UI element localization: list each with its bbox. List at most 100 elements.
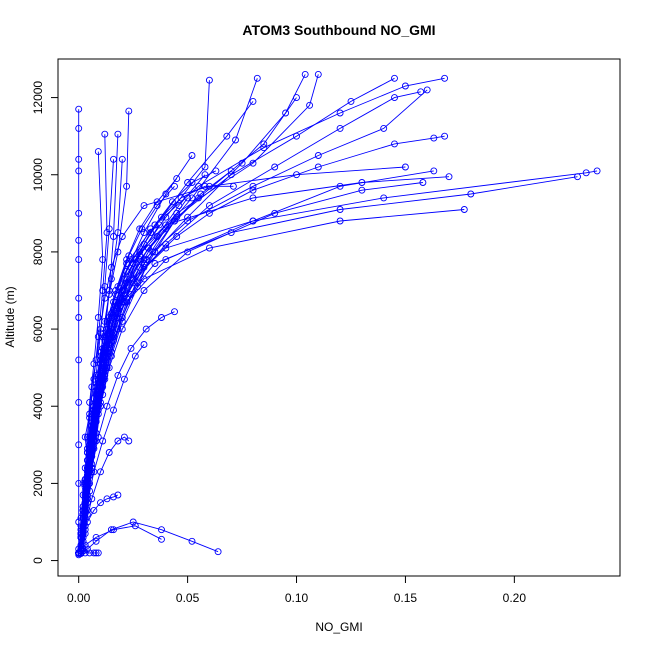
series-line — [80, 170, 434, 553]
data-point — [347, 97, 355, 105]
x-tick-label: 0.20 — [503, 591, 527, 605]
series-line — [80, 170, 217, 550]
data-point — [249, 194, 257, 202]
data-point — [92, 533, 100, 541]
data-point — [110, 233, 117, 240]
data-point — [430, 134, 438, 142]
data-point — [127, 344, 135, 352]
series-34 — [75, 182, 178, 557]
data-point — [75, 124, 83, 132]
data-point — [197, 190, 205, 198]
data-point — [229, 182, 237, 190]
data-point — [188, 194, 196, 202]
data-point — [90, 360, 98, 368]
data-point — [79, 526, 87, 534]
data-point — [81, 549, 89, 557]
data-point — [75, 314, 83, 321]
y-tick-label: 6000 — [31, 315, 45, 342]
data-point — [114, 491, 122, 499]
data-point — [112, 310, 120, 318]
data-point — [86, 437, 94, 445]
data-point — [94, 375, 102, 383]
data-point — [75, 356, 83, 364]
data-point — [162, 256, 170, 264]
data-point — [103, 495, 111, 503]
data-point — [79, 533, 87, 541]
data-point — [103, 402, 111, 410]
series-line — [78, 178, 178, 553]
data-point — [107, 333, 115, 341]
y-tick-label: 4000 — [31, 393, 45, 420]
data-point — [99, 287, 107, 294]
data-point — [103, 317, 111, 325]
data-point — [391, 140, 398, 148]
data-point — [460, 206, 468, 213]
series-line — [78, 170, 598, 555]
data-point — [101, 283, 109, 291]
data-point — [120, 275, 128, 283]
data-point — [271, 163, 279, 171]
series-0 — [77, 163, 409, 557]
data-point — [314, 163, 322, 171]
data-point — [90, 468, 98, 476]
data-point — [118, 155, 126, 163]
data-point — [94, 314, 102, 321]
data-point — [110, 406, 117, 414]
series-line — [82, 182, 423, 551]
data-point — [391, 74, 398, 82]
data-point — [123, 279, 131, 287]
data-point — [423, 86, 431, 94]
data-point — [83, 545, 91, 553]
data-point — [105, 225, 113, 233]
data-point — [260, 144, 268, 152]
data-point — [125, 437, 133, 445]
data-point — [467, 190, 475, 198]
series-line — [80, 521, 219, 554]
data-point — [336, 182, 344, 190]
y-tick-label: 0 — [31, 557, 45, 564]
data-point — [97, 348, 104, 356]
data-point — [184, 179, 192, 186]
y-axis-label: Altitude (m) — [3, 286, 17, 347]
x-axis-label: NO_GMI — [315, 620, 362, 634]
data-point — [188, 537, 196, 545]
data-point — [158, 213, 165, 221]
data-point — [75, 518, 83, 526]
data-point — [441, 74, 449, 82]
data-point — [75, 105, 83, 113]
data-point — [136, 225, 144, 233]
data-point — [227, 167, 235, 175]
data-point — [301, 70, 309, 78]
x-tick-label: 0.00 — [67, 591, 91, 605]
data-point — [83, 479, 91, 487]
data-point — [260, 140, 268, 148]
data-point — [86, 398, 94, 406]
data-point — [195, 194, 202, 202]
data-point — [97, 499, 104, 507]
data-point — [401, 82, 409, 90]
data-point — [99, 437, 107, 445]
y-tick-label: 10000 — [31, 158, 45, 192]
data-point — [75, 479, 83, 487]
data-point — [90, 406, 98, 414]
data-point — [86, 452, 94, 460]
data-point — [127, 271, 135, 279]
series-9 — [75, 88, 425, 557]
data-point — [90, 506, 98, 514]
data-point — [75, 209, 83, 217]
series-line — [80, 436, 130, 551]
y-axis: 0 2000 4000 6000 8000 10000 12000 — [31, 81, 59, 564]
data-point — [380, 124, 388, 132]
data-point — [314, 152, 322, 159]
series-37 — [77, 433, 133, 555]
y-tick-label: 8000 — [31, 238, 45, 265]
data-point — [173, 175, 181, 183]
series-line — [80, 311, 175, 550]
data-point — [336, 109, 344, 117]
data-point — [114, 130, 122, 138]
series-41 — [77, 549, 102, 557]
data-point — [158, 526, 165, 534]
data-point — [92, 418, 100, 426]
data-point — [205, 209, 213, 217]
data-point — [201, 163, 209, 171]
